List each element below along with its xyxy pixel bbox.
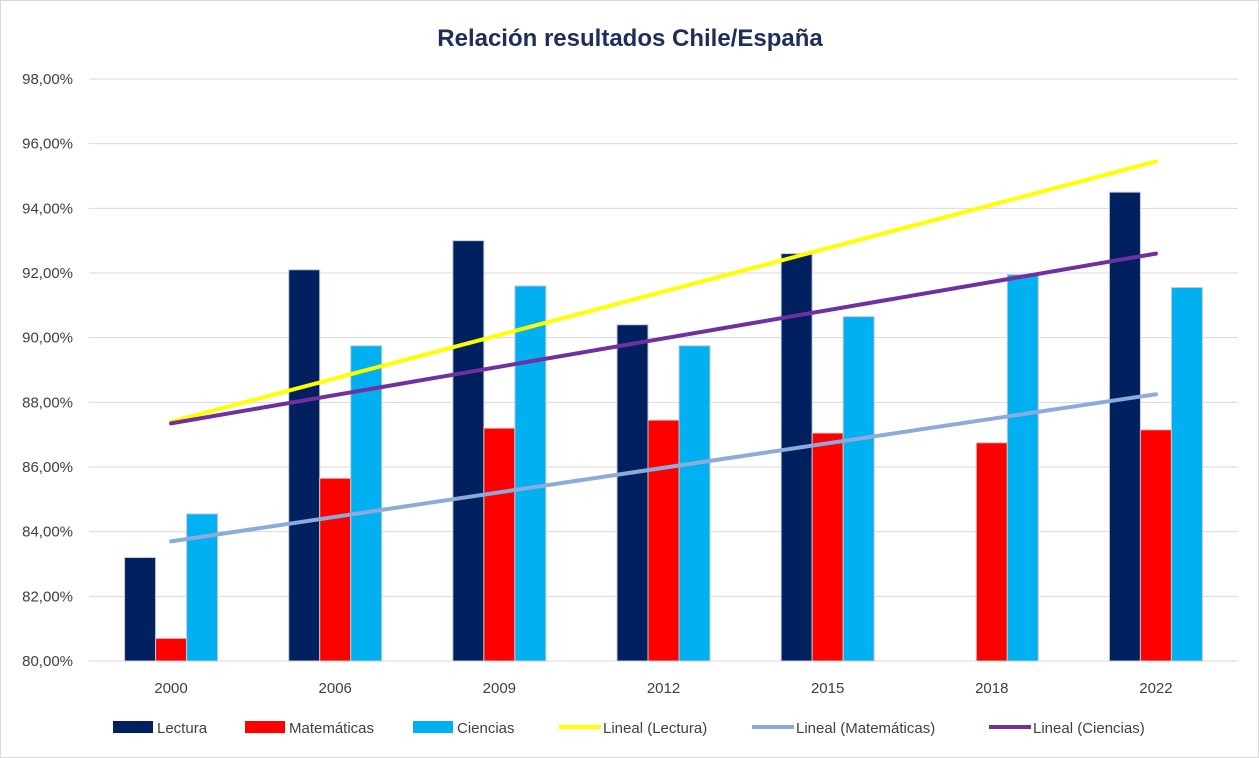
y-tick-label: 86,00% (22, 459, 73, 476)
bar-matem-ticas-2009 (483, 427, 516, 662)
y-tick-label: 88,00% (22, 394, 73, 411)
y-tick-label: 84,00% (22, 524, 73, 541)
bar-lectura-2009 (452, 240, 485, 662)
x-tick-label: 2000 (154, 680, 187, 697)
bars (124, 191, 1203, 662)
bar-ciencias-2012 (678, 345, 711, 662)
legend-label: Lectura (157, 720, 208, 737)
bar-ciencias-2006 (350, 345, 383, 662)
bar-ciencias-2009 (514, 285, 547, 662)
bar-ciencias-2022 (1170, 287, 1203, 662)
x-tick-label: 2009 (483, 680, 516, 697)
legend-label: Ciencias (457, 720, 515, 737)
trendline-lineal-matem-ticas- (169, 392, 1158, 544)
bar-lectura-2012 (616, 324, 649, 662)
bar-matem-ticas-2012 (647, 419, 680, 662)
x-tick-label: 2018 (975, 680, 1008, 697)
x-axis: 2000 2006 2009 2012 2015 2018 2022 (154, 680, 1172, 697)
x-tick-label: 2022 (1139, 680, 1172, 697)
bar-matem-ticas-2018 (975, 442, 1008, 662)
x-tick-label: 2012 (647, 680, 680, 697)
legend-label: Lineal (Ciencias) (1033, 720, 1145, 737)
trendline-lineal-lectura- (169, 159, 1158, 424)
legend-swatch (113, 721, 153, 733)
bar-ciencias-2015 (842, 316, 875, 662)
bar-matem-ticas-2006 (319, 477, 352, 662)
bar-matem-ticas-2000 (155, 637, 188, 662)
trendlines (169, 159, 1158, 544)
y-tick-label: 82,00% (22, 588, 73, 605)
y-axis: 80,00% 82,00% 84,00% 86,00% 88,00% 90,00% 92,0… (22, 71, 73, 670)
y-tick-label: 98,00% (22, 71, 73, 88)
legend-swatch (413, 721, 453, 733)
bar-matem-ticas-2015 (811, 432, 844, 662)
y-tick-label: 94,00% (22, 200, 73, 217)
bar-ciencias-2018 (1006, 274, 1039, 662)
y-tick-label: 80,00% (22, 653, 73, 670)
x-tick-label: 2006 (319, 680, 352, 697)
y-tick-label: 90,00% (22, 330, 73, 347)
x-tick-label: 2015 (811, 680, 844, 697)
legend-label: Lineal (Matemáticas) (796, 720, 935, 737)
bar-lectura-2006 (288, 269, 321, 662)
y-tick-label: 92,00% (22, 265, 73, 282)
legend: Lectura Matemáticas Ciencias Lineal (Lectur… (113, 720, 1145, 737)
legend-label: Lineal (Lectura) (603, 720, 707, 737)
chart-title: Relación resultados Chile/España (437, 25, 823, 52)
bar-lectura-2000 (124, 557, 157, 662)
bar-lectura-2022 (1108, 191, 1141, 662)
legend-swatch (245, 721, 285, 733)
legend-label: Matemáticas (289, 720, 374, 737)
bar-lectura-2015 (780, 253, 813, 662)
trendline-lineal-ciencias- (169, 251, 1158, 426)
y-tick-label: 96,00% (22, 136, 73, 153)
bar-matem-ticas-2022 (1139, 429, 1172, 662)
